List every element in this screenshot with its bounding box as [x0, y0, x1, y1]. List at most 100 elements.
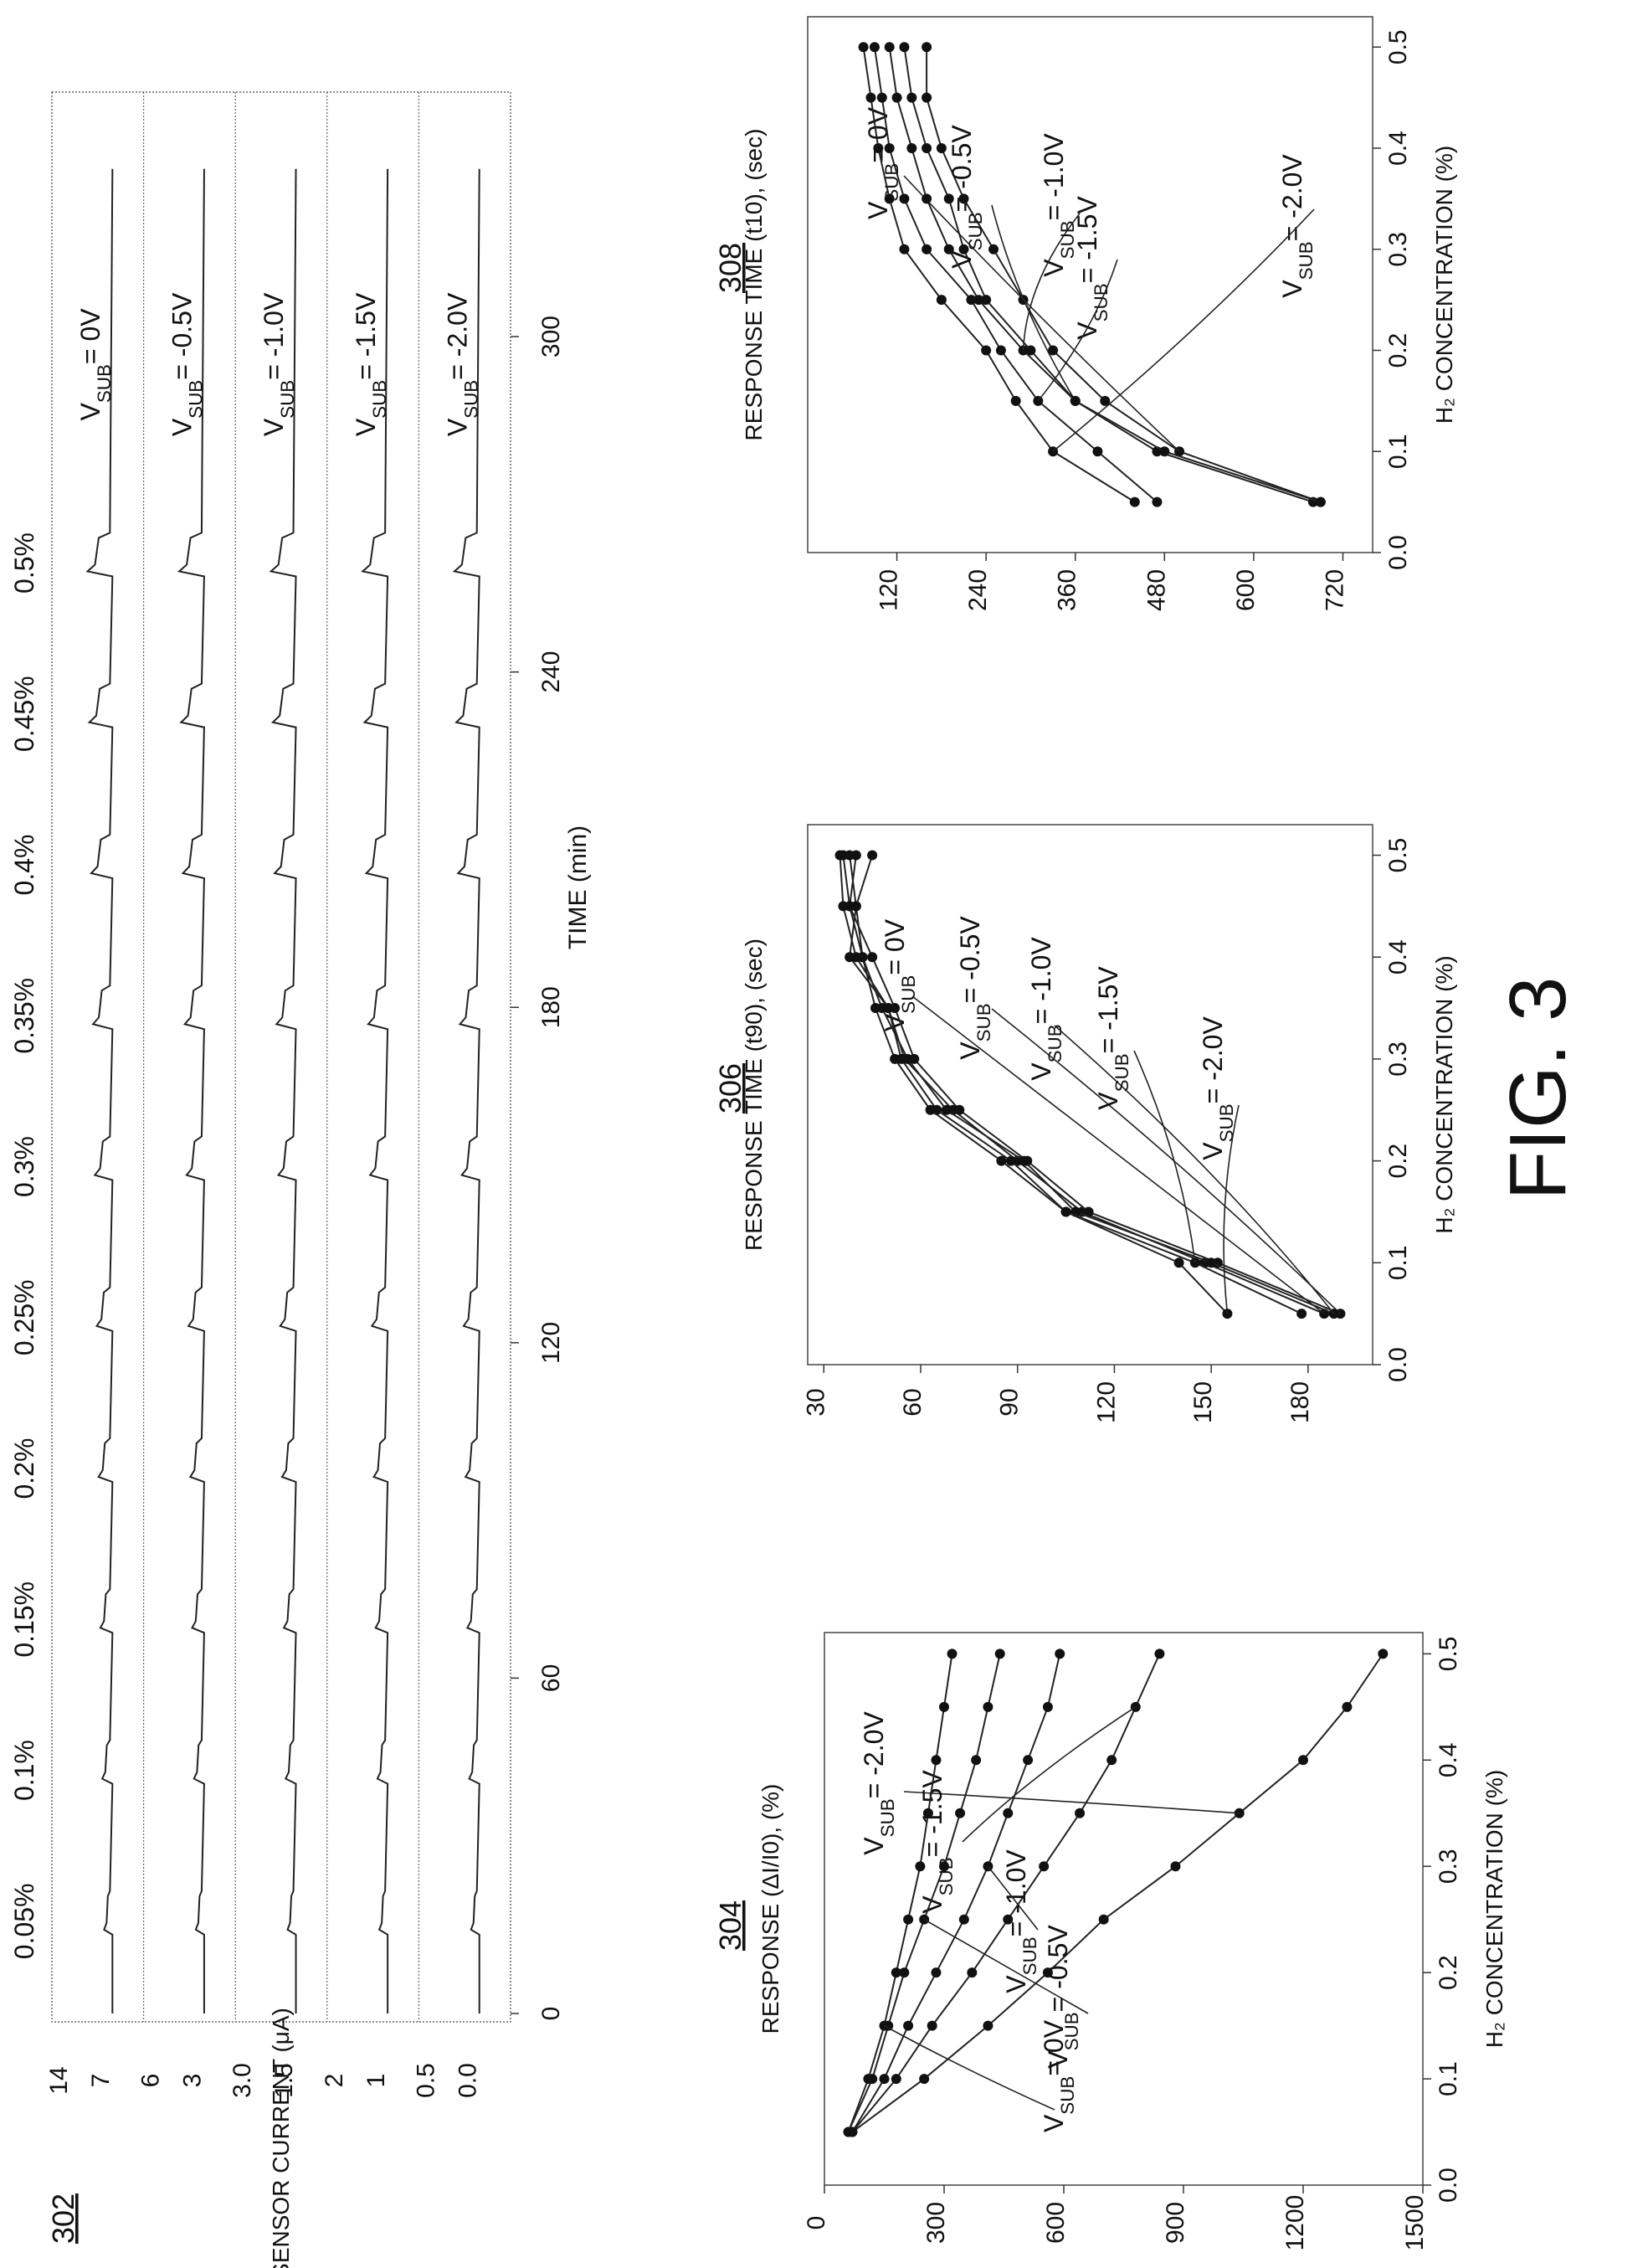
data-point: [943, 193, 954, 204]
y-tick-label: 3.0: [228, 2063, 256, 2098]
data-point: [954, 1104, 965, 1115]
x-tick-label: 0.0: [1384, 535, 1412, 570]
data-point: [850, 850, 861, 861]
leader-line: [962, 1706, 1137, 1843]
data-point: [1154, 1648, 1165, 1659]
data-point: [927, 2020, 937, 2031]
panel-302: 0 60 120 180 240 300 TIME (min) 0.05% 0.1% 0.15% 0…: [9, 91, 592, 2268]
figure-label: FIG. 3: [1493, 977, 1583, 1201]
y-axis-label: RESPONSE (ΔI/I0), (%): [757, 1784, 783, 2034]
x-tick-label: 120: [537, 1322, 565, 1364]
data-point: [941, 1104, 952, 1115]
strip-3: VSUB= -1.5V 2 1: [321, 168, 390, 2087]
series-label: VSUB= -1.0V: [1039, 133, 1078, 277]
data-point: [973, 295, 984, 306]
x-tick-label: 0.3: [1384, 232, 1412, 267]
data-point: [899, 42, 910, 53]
data-point: [1010, 395, 1021, 406]
data-point: [1342, 1701, 1353, 1712]
concentration-label: 0.15%: [9, 1581, 39, 1658]
y-tick-label: 1200: [1281, 2195, 1309, 2251]
data-point: [863, 2074, 874, 2085]
data-point: [1100, 395, 1111, 406]
concentration-label: 0.05%: [9, 1883, 39, 1959]
series-line: [851, 1653, 1384, 2133]
strip-0: VSUB= 0V 14 7: [45, 168, 115, 2095]
data-point: [884, 193, 895, 204]
concentration-label: 0.45%: [9, 676, 39, 752]
data-point: [1098, 1914, 1109, 1925]
y-axis-label: SENSOR CURRENT (μA): [268, 2008, 294, 2268]
data-point: [876, 92, 887, 103]
data-point: [981, 295, 992, 306]
x-tick-label: 0: [537, 2007, 565, 2021]
data-point: [947, 1648, 957, 1659]
data-point: [869, 42, 880, 53]
data-point: [995, 345, 1006, 356]
data-point: [1296, 1309, 1307, 1319]
panel-number: 304: [713, 1900, 747, 1951]
panel-304: 0.0 0.1 0.2 0.3 0.4 0.5 H₂ CONCENTRATION (%) 0 3…: [713, 1632, 1507, 2251]
series-label: VSUB= -2.0V: [859, 1711, 898, 1855]
series-label: VSUB= -2.0V: [1277, 154, 1317, 298]
data-point: [899, 193, 910, 204]
strip-4: VSUB= -2.0V 0.5 0.0: [412, 168, 481, 2098]
x-tick-label: 0.2: [1435, 1955, 1462, 1990]
data-point: [1206, 1257, 1217, 1268]
series-line: [862, 47, 1136, 503]
leader-line: [1054, 1025, 1335, 1314]
series-line: [903, 47, 1314, 503]
strip-label: VSUB= -1.0V: [259, 292, 298, 436]
x-tick-label: 0.1: [1435, 2061, 1462, 2096]
series-line: [855, 855, 1335, 1315]
data-point: [922, 92, 932, 103]
strip-label: VSUB= -2.0V: [442, 292, 481, 436]
data-point: [1042, 1967, 1053, 1978]
data-point: [1298, 1755, 1308, 1766]
data-point: [988, 244, 999, 255]
y-tick-label: 300: [922, 2202, 950, 2244]
data-point: [890, 1053, 901, 1064]
series-4: VSUB= -2.0V: [858, 42, 1317, 507]
data-point: [936, 142, 947, 153]
x-tick-label: 0.5: [1384, 838, 1412, 873]
y-tick-label: 0.5: [412, 2063, 439, 2098]
series-line: [847, 1653, 953, 2132]
data-point: [1055, 1648, 1065, 1659]
plot-frame: [51, 91, 511, 2023]
leader-line: [1223, 1104, 1240, 1314]
series-3: VSUB= -0.5V: [843, 1648, 1089, 2137]
data-point: [865, 92, 876, 103]
y-tick-label: 30: [802, 1388, 829, 1416]
data-point: [858, 42, 869, 53]
data-point: [867, 952, 878, 963]
series-2: VSUB= -1.0V: [850, 850, 1339, 1319]
series-line: [888, 47, 1322, 503]
concentration-label: 0.25%: [9, 1279, 39, 1355]
data-point: [903, 2020, 914, 2031]
x-tick-label: 0.5: [1384, 29, 1412, 64]
data-point: [958, 244, 969, 255]
data-point: [994, 1648, 1005, 1659]
data-point: [922, 244, 932, 255]
data-point: [958, 1914, 969, 1925]
strip-1: VSUB= -0.5V 6 3: [137, 168, 207, 2088]
x-tick-label: 0.2: [1384, 333, 1412, 368]
data-point: [939, 1861, 949, 1872]
sensor-current-trace: [177, 168, 205, 2013]
data-point: [834, 850, 845, 861]
x-tick-label: 240: [537, 651, 565, 693]
y-tick-label: 90: [996, 1388, 1024, 1416]
y-tick-label: 1.5: [270, 2063, 298, 2098]
y-axis-label: RESPONSE TIME (t90), (sec): [741, 939, 767, 1251]
data-point: [939, 1701, 949, 1712]
data-point: [983, 1701, 993, 1712]
y-tick-label: 6: [137, 2074, 165, 2088]
series-line: [849, 855, 1229, 1314]
series-line: [926, 47, 1322, 503]
data-point: [931, 1755, 942, 1766]
data-point: [1159, 446, 1170, 457]
series-line: [847, 1653, 1001, 2132]
y-tick-label: 600: [1042, 2202, 1070, 2244]
